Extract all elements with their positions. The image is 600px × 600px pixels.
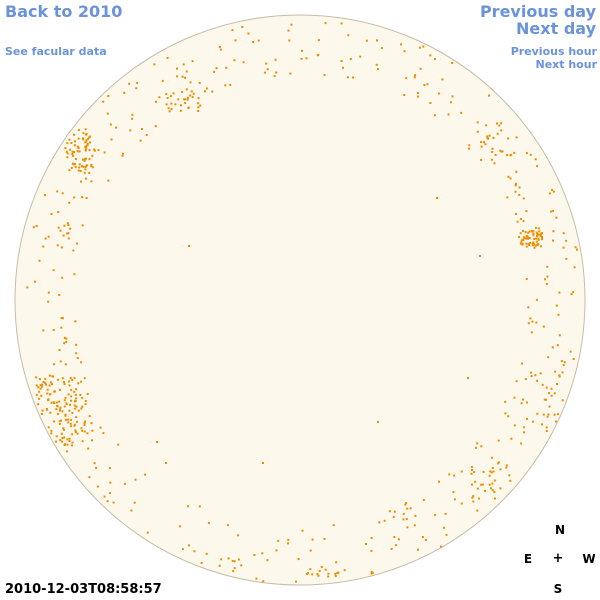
solar-disk (14, 14, 586, 586)
compass-east-label: E (523, 552, 533, 566)
compass-west-label: W (582, 552, 596, 566)
compass-center-plus-icon: + (552, 551, 564, 566)
compass-south-label: S (553, 582, 563, 596)
observation-timestamp: 2010-12-03T08:58:57 (5, 582, 162, 597)
back-to-year-link[interactable]: Back to 2010 (5, 2, 123, 21)
compass-north-label: N (554, 523, 566, 537)
previous-day-link[interactable]: Previous day (479, 2, 596, 21)
facular-points (26, 22, 578, 583)
next-day-link[interactable]: Next day (516, 19, 596, 38)
see-facular-data-link[interactable]: See facular data (5, 45, 107, 58)
previous-hour-link[interactable]: Previous hour (510, 45, 597, 58)
next-hour-link[interactable]: Next hour (535, 58, 598, 71)
